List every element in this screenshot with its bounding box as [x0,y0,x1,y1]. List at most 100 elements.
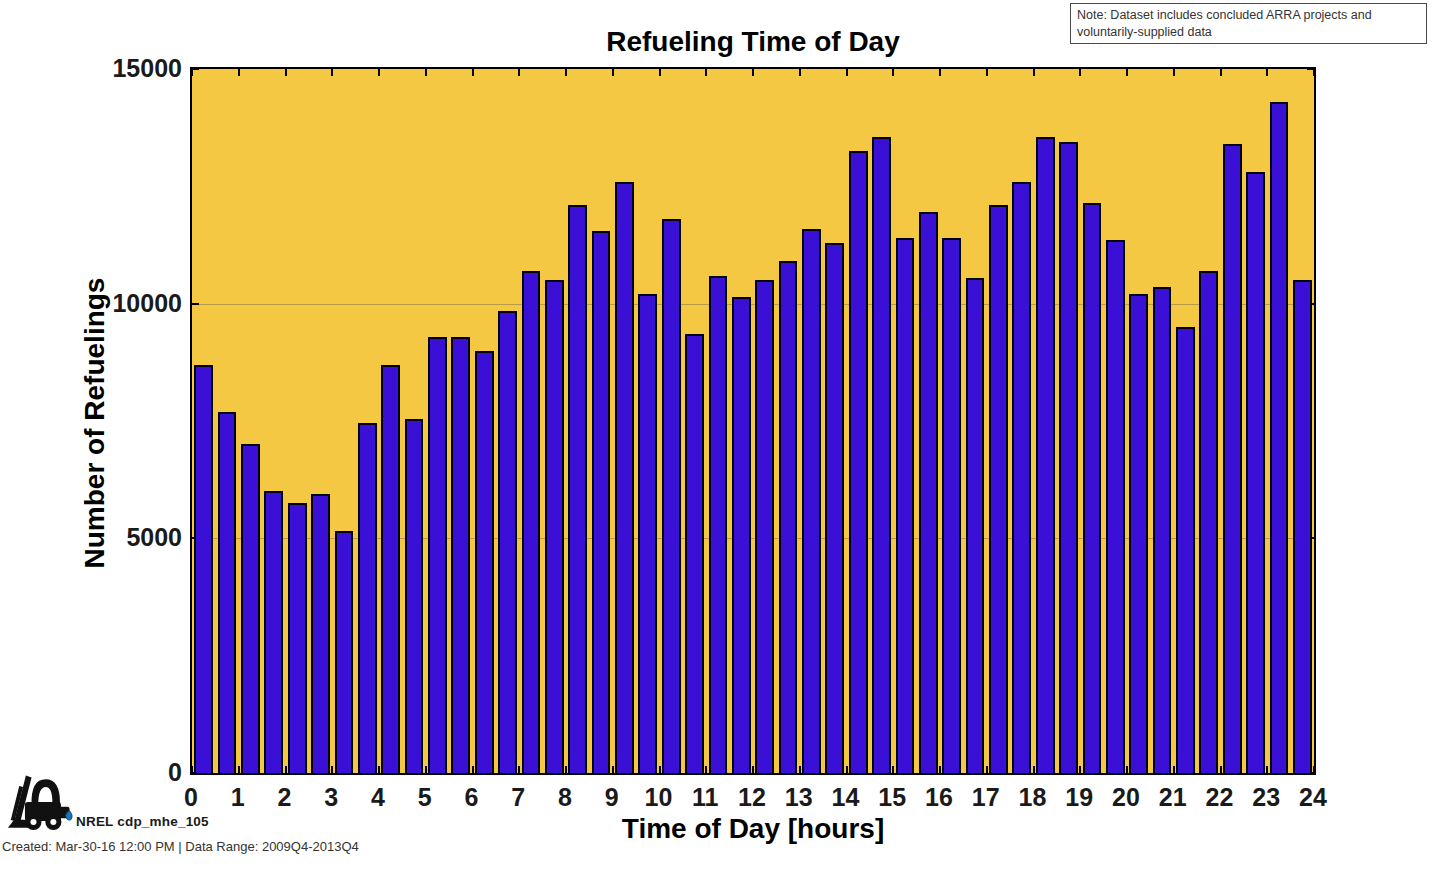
bar [241,444,260,773]
x-tick-label: 22 [1206,783,1234,812]
x-tick-mark-top [1266,69,1268,76]
bar [592,231,611,773]
bar [568,205,587,773]
x-tick-mark-top [425,69,427,76]
x-tick-mark-top [939,69,941,76]
x-tick-mark-top [285,69,287,76]
bar [1059,142,1078,773]
x-tick-mark [986,766,988,773]
bar [872,137,891,773]
bar [802,229,821,773]
y-tick-mark-right [1307,68,1314,70]
x-tick-label: 24 [1299,783,1327,812]
x-tick-mark [1079,766,1081,773]
bar [218,412,237,773]
bar [825,243,844,773]
x-axis-label: Time of Day [hours] [190,813,1316,845]
x-tick-label: 23 [1252,783,1280,812]
bar [779,261,798,773]
bar [638,294,657,773]
bar [1106,240,1125,773]
x-tick-label: 18 [1019,783,1047,812]
x-tick-mark-top [892,69,894,76]
x-tick-mark-top [1079,69,1081,76]
note-line-2: voluntarily-supplied data [1077,24,1420,41]
bar [1129,294,1148,773]
bar [475,351,494,773]
x-tick-mark-top [1126,69,1128,76]
bar [498,311,517,773]
bar [1036,137,1055,773]
x-tick-mark [705,766,707,773]
x-tick-mark [846,766,848,773]
bar [1293,280,1312,773]
x-tick-mark [1126,766,1128,773]
x-tick-mark-top [1220,69,1222,76]
x-tick-label: 20 [1112,783,1140,812]
bar [615,182,634,773]
bar [311,494,330,773]
x-tick-mark-top [1033,69,1035,76]
x-tick-mark [1220,766,1222,773]
bar [522,271,541,773]
x-tick-label: 13 [785,783,813,812]
bar [966,278,985,773]
x-tick-mark-top [472,69,474,76]
x-tick-label: 1 [231,783,245,812]
bar [194,365,213,773]
x-tick-mark [472,766,474,773]
bar [662,219,681,773]
bar [288,503,307,773]
nrel-forklift-logo-icon [6,772,78,836]
x-tick-mark-top [1313,69,1315,76]
x-tick-label: 11 [692,783,718,812]
x-tick-mark-top [799,69,801,76]
bar [545,280,564,773]
y-tick-label: 5000 [0,524,182,550]
bar [989,205,1008,773]
figure-window: Refueling Time of Day Note: Dataset incl… [0,0,1454,874]
x-tick-mark [799,766,801,773]
bar [264,491,283,773]
x-tick-label: 3 [324,783,338,812]
bar [896,238,915,773]
x-tick-mark-top [378,69,380,76]
bar [451,337,470,773]
plot-area [190,67,1316,775]
x-tick-mark-top [191,69,193,76]
x-tick-mark [1173,766,1175,773]
x-tick-mark [238,766,240,773]
x-tick-label: 17 [972,783,1000,812]
note-line-1: Note: Dataset includes concluded ARRA pr… [1077,7,1420,24]
bar [1199,271,1218,773]
x-tick-mark-top [331,69,333,76]
bar [685,334,704,773]
x-tick-mark [331,766,333,773]
x-tick-label: 15 [878,783,906,812]
x-tick-mark [659,766,661,773]
x-tick-label: 7 [511,783,525,812]
x-tick-mark-top [238,69,240,76]
x-tick-mark-top [565,69,567,76]
x-tick-label: 21 [1159,783,1187,812]
bar [755,280,774,773]
x-tick-label: 2 [278,783,292,812]
x-tick-label: 5 [418,783,432,812]
bar [358,423,377,773]
x-tick-label: 19 [1065,783,1093,812]
bar [849,151,868,773]
y-tick-mark [192,303,199,305]
x-tick-mark [939,766,941,773]
x-tick-mark-top [1173,69,1175,76]
bar [1223,144,1242,773]
logo-label: NREL cdp_mhe_105 [76,814,209,829]
x-tick-label: 6 [465,783,479,812]
x-tick-label: 10 [645,783,673,812]
x-tick-mark [1266,766,1268,773]
bar [919,212,938,773]
bar [942,238,961,773]
y-tick-label: 15000 [0,55,182,81]
x-tick-mark [565,766,567,773]
bar [1012,182,1031,773]
x-tick-mark [892,766,894,773]
